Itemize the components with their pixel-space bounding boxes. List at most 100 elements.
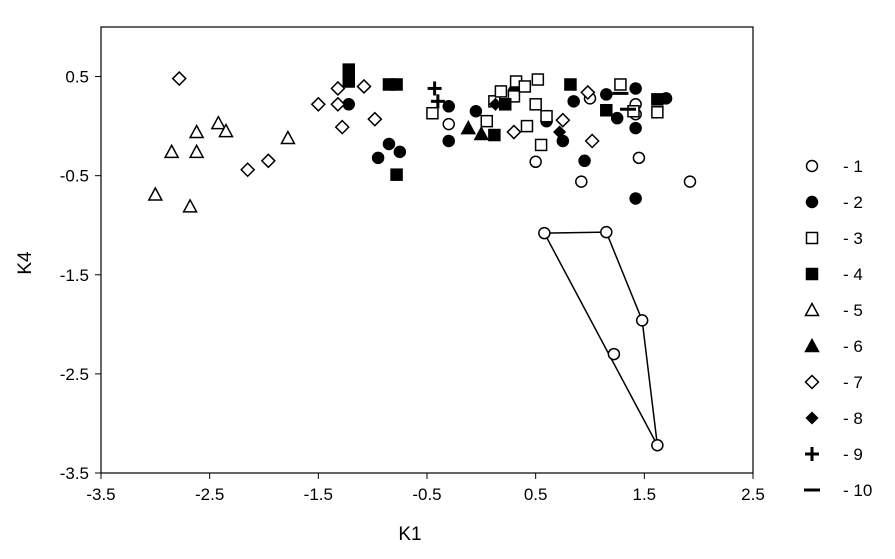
legend-label: - 4 bbox=[843, 265, 863, 284]
data-point bbox=[520, 119, 534, 133]
x-tick-label: -0.5 bbox=[412, 485, 441, 504]
data-point bbox=[430, 94, 445, 109]
y-tick-label: 0.5 bbox=[65, 68, 89, 87]
data-point bbox=[469, 104, 483, 118]
data-point bbox=[393, 145, 407, 159]
data-point bbox=[600, 104, 613, 117]
legend-item: - 2 bbox=[805, 193, 863, 212]
legend-marker bbox=[805, 447, 819, 461]
data-point bbox=[518, 80, 532, 93]
y-axis-ticks: 0.5 -0.5 -1.5 -2.5 -3.5 bbox=[60, 68, 101, 483]
series-3 bbox=[426, 73, 664, 152]
plot-area bbox=[100, 26, 754, 474]
data-point bbox=[564, 78, 577, 91]
data-point bbox=[578, 154, 591, 168]
legend-marker bbox=[805, 231, 819, 245]
x-tick-label: 1.5 bbox=[633, 485, 657, 504]
legend-item: - 9 bbox=[805, 445, 863, 464]
data-point bbox=[280, 129, 296, 145]
y-tick-label: -0.5 bbox=[60, 167, 89, 186]
series-8 bbox=[488, 97, 567, 139]
data-point bbox=[494, 85, 508, 98]
data-point bbox=[632, 151, 646, 165]
y-tick-label: -1.5 bbox=[60, 266, 89, 285]
data-point bbox=[342, 75, 356, 88]
data-point bbox=[488, 97, 503, 111]
data-point bbox=[629, 82, 642, 95]
data-point bbox=[567, 95, 580, 108]
legend-label: - 2 bbox=[843, 193, 863, 212]
data-point bbox=[171, 70, 187, 87]
series-7 bbox=[171, 70, 600, 178]
legend-item: - 3 bbox=[805, 229, 863, 248]
legend-marker bbox=[805, 195, 819, 209]
data-point bbox=[182, 198, 198, 213]
legend-item: - 4 bbox=[805, 265, 863, 284]
y-tick-label: -2.5 bbox=[60, 365, 89, 384]
data-point bbox=[473, 125, 490, 141]
y-tick-label: -3.5 bbox=[60, 464, 89, 483]
data-point bbox=[534, 138, 548, 152]
series-9 bbox=[427, 81, 445, 109]
data-point bbox=[529, 98, 542, 111]
legend-item: - 5 bbox=[804, 301, 863, 320]
legend-item: - 1 bbox=[805, 157, 863, 176]
y-axis-label: K4 bbox=[15, 251, 36, 275]
data-point bbox=[627, 104, 640, 118]
data-point bbox=[367, 111, 383, 127]
data-point bbox=[553, 125, 567, 139]
data-point bbox=[342, 63, 356, 76]
data-point bbox=[390, 78, 403, 91]
legend-marker bbox=[805, 159, 819, 173]
legend-label: - 6 bbox=[843, 337, 863, 356]
x-tick-label: -3.5 bbox=[86, 485, 115, 504]
data-point bbox=[580, 84, 596, 100]
data-point bbox=[163, 143, 180, 159]
data-point bbox=[334, 119, 350, 135]
series-6 bbox=[460, 120, 490, 141]
data-point bbox=[610, 111, 624, 125]
data-point bbox=[531, 73, 545, 86]
legend-item: - 6 bbox=[804, 337, 863, 356]
data-point bbox=[330, 80, 346, 97]
data-point bbox=[147, 186, 164, 201]
data-point bbox=[390, 168, 403, 181]
data-point bbox=[506, 124, 522, 140]
legend-item: - 7 bbox=[804, 373, 863, 392]
data-point bbox=[460, 120, 477, 135]
legend-label: - 8 bbox=[843, 409, 863, 428]
x-axis-ticks: -3.5 -2.5 -1.5 -0.5 0.5 1.5 2.5 bbox=[86, 473, 765, 504]
legend-label: - 10 bbox=[843, 481, 872, 500]
legend-item: - 8 bbox=[805, 409, 863, 428]
data-point bbox=[584, 133, 600, 149]
data-point bbox=[310, 96, 326, 112]
data-point bbox=[218, 122, 234, 138]
data-point bbox=[651, 93, 664, 106]
data-point bbox=[488, 128, 501, 142]
legend-label: - 7 bbox=[843, 373, 863, 392]
data-point bbox=[651, 438, 664, 452]
x-axis-label: K1 bbox=[398, 524, 421, 545]
data-point bbox=[629, 192, 642, 205]
data-point bbox=[442, 117, 455, 131]
x-tick-label: -1.5 bbox=[304, 485, 333, 504]
data-point bbox=[507, 90, 521, 103]
series-10 bbox=[612, 91, 637, 111]
legend-item: - 10 bbox=[804, 481, 872, 500]
data-point bbox=[540, 109, 553, 123]
data-point bbox=[356, 78, 372, 95]
data-point bbox=[442, 134, 455, 148]
data-point bbox=[426, 106, 439, 120]
data-point bbox=[371, 151, 385, 165]
legend: - 1 - 2 - 3 - 4 - 5 - 6 - 7 - 8 - 9 - 10 bbox=[804, 157, 872, 500]
legend-marker bbox=[805, 267, 819, 281]
legend-marker bbox=[804, 374, 820, 390]
x-tick-label: 2.5 bbox=[741, 485, 765, 504]
legend-marker bbox=[804, 301, 820, 317]
data-point bbox=[382, 137, 396, 151]
data-point bbox=[555, 112, 571, 128]
data-point bbox=[330, 96, 346, 112]
data-point bbox=[188, 143, 205, 159]
data-point bbox=[683, 175, 697, 188]
